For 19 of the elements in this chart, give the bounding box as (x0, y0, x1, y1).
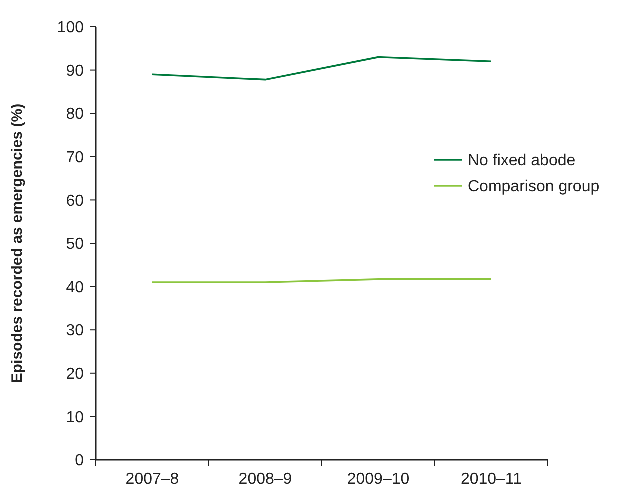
y-tick-label: 60 (66, 192, 84, 210)
line-series (152, 56, 492, 81)
y-tick-label: 50 (66, 236, 84, 254)
x-tick-label: 2009–10 (347, 471, 410, 487)
y-tick-label: 70 (66, 150, 84, 166)
y-tick-label: 30 (66, 322, 84, 340)
x-tick-label: 2010–11 (460, 471, 522, 487)
legend-label: Comparison group (468, 178, 600, 196)
y-tick-label: 10 (66, 409, 84, 426)
x-tick-label: 2008–9 (238, 471, 292, 487)
y-tick-label: 40 (66, 279, 84, 296)
y-tick-label: 100 (57, 20, 84, 37)
legend-label: No fixed abode (468, 152, 576, 170)
y-tick-label: 90 (66, 62, 84, 80)
y-tick-label: 0 (75, 452, 84, 470)
y-tick-label: 80 (66, 106, 84, 124)
x-tick-label: 2007–8 (126, 471, 180, 487)
y-axis-title: Episodes recorded as emergencies (%) (9, 104, 26, 384)
y-tick-label: 20 (66, 366, 84, 383)
